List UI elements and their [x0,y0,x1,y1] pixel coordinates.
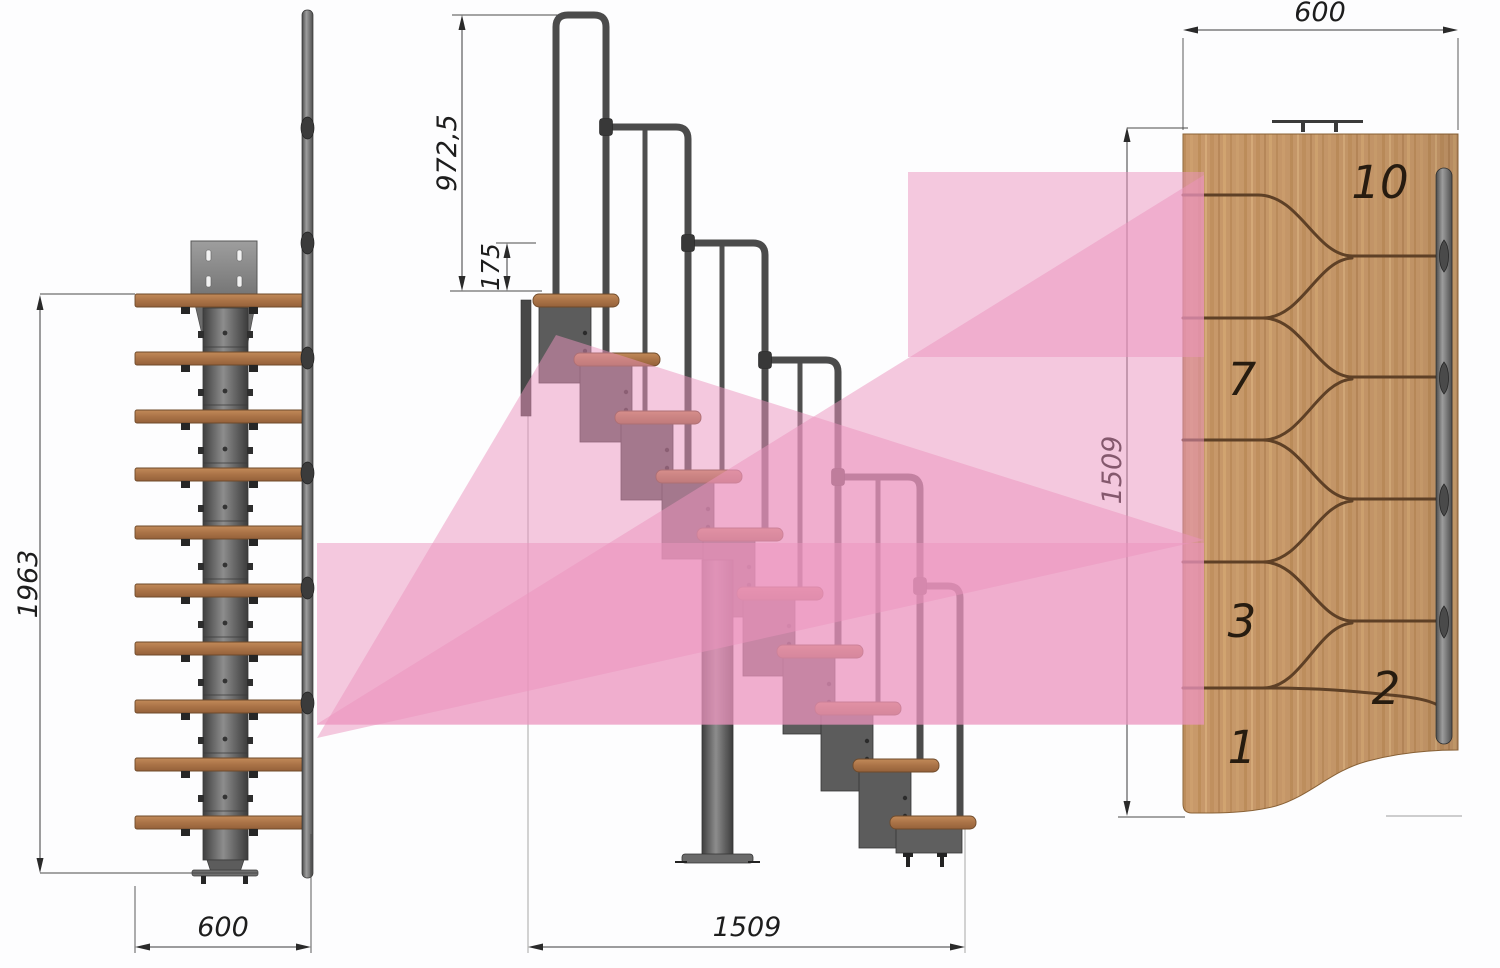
front-view [36,9,315,953]
pole-connectors [300,116,315,715]
wall-bracket-plan [1272,120,1363,132]
dim-side-rise: 175 [476,243,505,291]
tread-number-3: 3 [1228,595,1257,648]
tread-numbers: 10 7 3 2 1 [1228,156,1409,774]
dim-side-handrail-height-lines [450,14,558,292]
dim-front-height-lines [36,293,258,874]
tube-fittings [1439,239,1449,639]
column-module-joints [203,346,248,812]
tread-number-2: 2 [1372,662,1401,715]
column-side-bolts [198,331,253,802]
dim-front-width-lines [134,834,312,953]
dim-front-width: 600 [197,912,249,943]
dim-side-rise-lines [496,242,536,291]
tread-outline-curves [1181,193,1446,712]
dim-side-handrail-height: 972,5 [432,114,463,191]
handrail-tube-plan [1435,167,1453,745]
dim-side-length: 1509 [713,912,782,943]
front-treads [134,293,312,836]
dim-top-width-lines [1182,26,1459,130]
dim-side-length-lines [528,943,965,951]
dim-top-width: 600 [1294,0,1346,28]
overlay-triangle-wide [317,175,1204,724]
pink-overlay [317,172,1204,738]
handrail-pole-front [301,9,314,879]
wall-mount-plate [190,240,258,297]
tread-number-10: 10 [1351,156,1408,209]
dim-front-height: 1963 [13,550,44,619]
tread-number-1: 1 [1228,721,1257,774]
tread-number-7: 7 [1228,353,1257,406]
